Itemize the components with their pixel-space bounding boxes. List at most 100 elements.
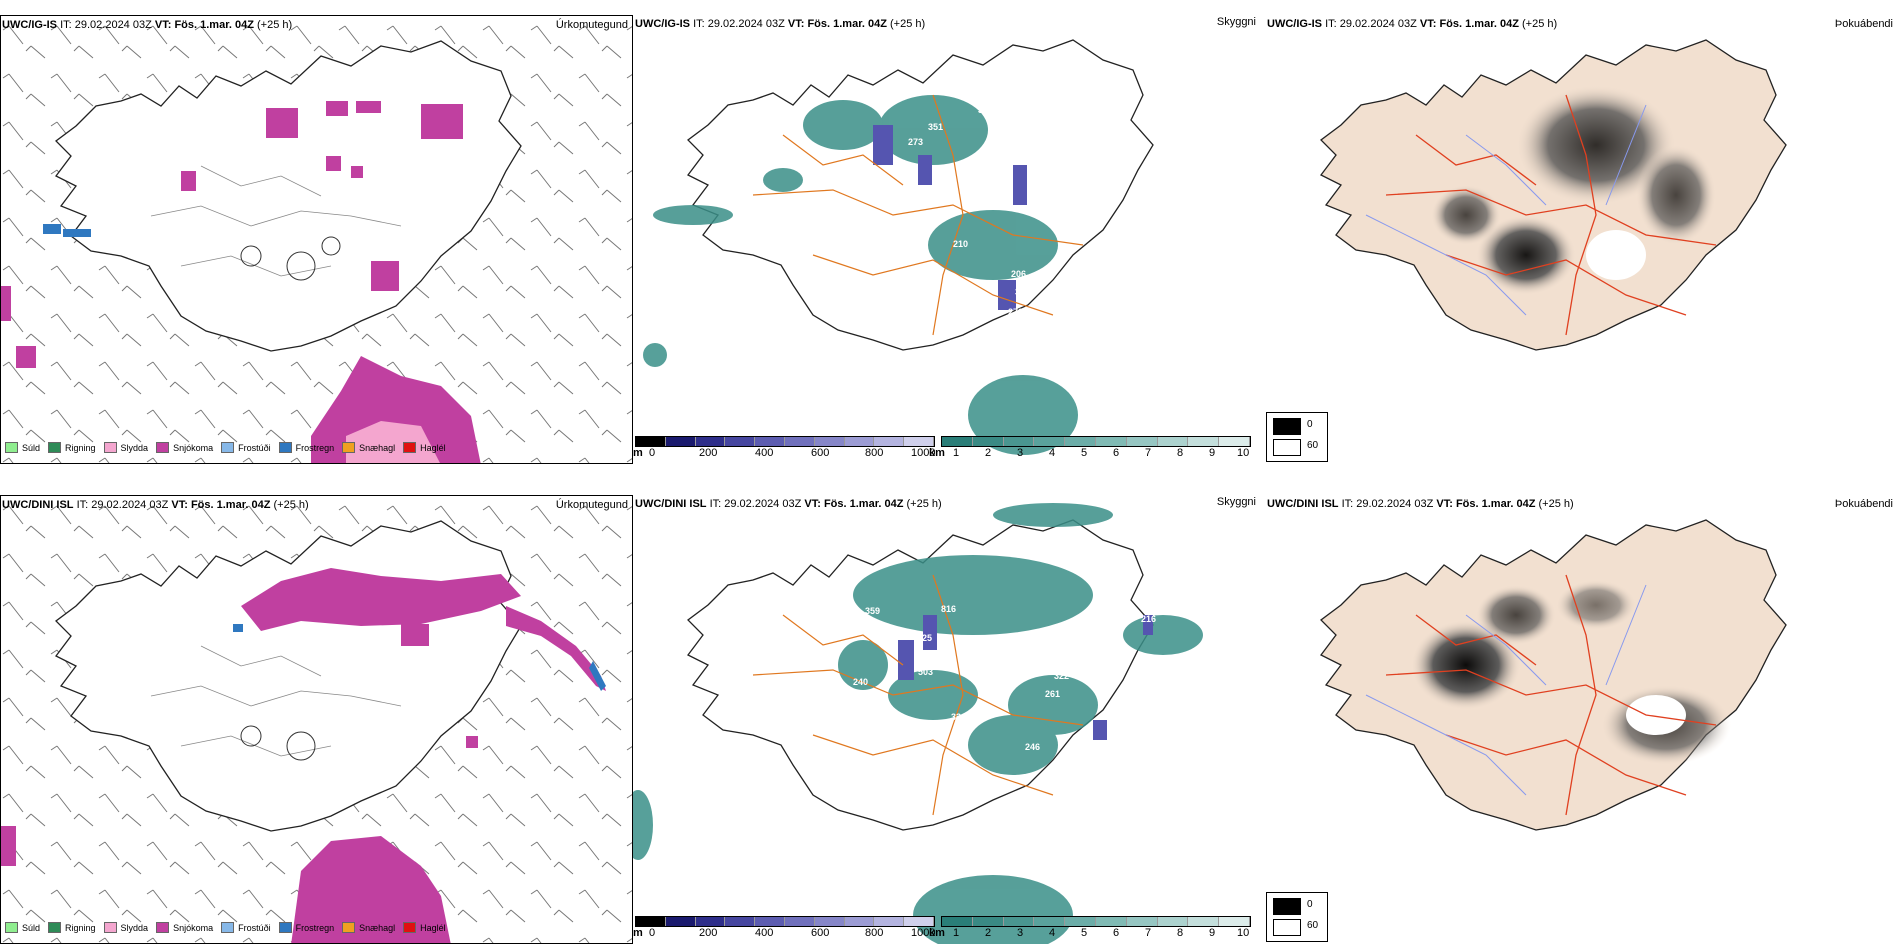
panel-title: Úrkomutegund bbox=[555, 499, 628, 511]
visibility-labels: 351 385 273 225 300 436 566 210 169 206 … bbox=[811, 105, 1130, 342]
legend-item: Súld bbox=[5, 922, 40, 933]
visibility-ticks: km 1 2 3 4 5 6 7 8 9 10 bbox=[929, 447, 1250, 459]
svg-text:385: 385 bbox=[978, 105, 993, 115]
svg-text:847: 847 bbox=[833, 619, 848, 629]
fog-legend: 0 60 bbox=[1266, 412, 1328, 462]
legend-swatch bbox=[156, 922, 170, 933]
legend-item: Frostúði bbox=[221, 442, 271, 453]
legend-swatch bbox=[103, 442, 117, 453]
legend-item: Slydda bbox=[103, 442, 148, 453]
precip-map-dini bbox=[1, 496, 632, 943]
visibility-scale: km 1 2 3 4 5 6 7 8 9 10 bbox=[929, 916, 1251, 941]
svg-text:322: 322 bbox=[1054, 671, 1069, 681]
panel-header: UWC/DINI ISL IT: 29.02.2024 03Z VT: Fös.… bbox=[635, 498, 942, 510]
visibility-colorbar bbox=[941, 436, 1251, 447]
ceiling-scale: m 0 200 400 600 800 1000 bbox=[633, 916, 936, 941]
visibility-ticks: km 1 2 3 4 5 6 7 8 9 10 bbox=[929, 927, 1250, 939]
precip-legend: Súld Rigning Slydda Snjókoma Frostúði Fr… bbox=[5, 442, 446, 453]
svg-text:325: 325 bbox=[917, 633, 932, 643]
ceiling-scale: m 0 200 400 600 800 1000 bbox=[633, 436, 936, 461]
panel-title: Þokuábendi bbox=[1834, 18, 1893, 30]
visibility-scale: km 1 2 3 4 5 6 7 8 9 10 bbox=[929, 436, 1251, 461]
frostregn-area bbox=[43, 224, 61, 234]
svg-text:373: 373 bbox=[1015, 287, 1030, 297]
svg-text:387: 387 bbox=[1043, 649, 1058, 659]
legend-swatch bbox=[221, 442, 235, 453]
ceiling-areas bbox=[898, 615, 1153, 740]
fog-legend-low-swatch bbox=[1273, 919, 1301, 936]
fog-legend-low-swatch bbox=[1273, 439, 1301, 456]
legend-item: Súld bbox=[5, 442, 40, 453]
legend-item: Snjókoma bbox=[156, 442, 213, 453]
legend-item: Rigning bbox=[48, 922, 96, 933]
panel-title: Úrkomutegund bbox=[555, 19, 628, 31]
panel-header: UWC/IG-IS IT: 29.02.2024 03Z VT: Fös. 1.… bbox=[635, 18, 926, 30]
panel-header: UWC/IG-IS IT: 29.02.2024 03Z VT: Fös. 1.… bbox=[1267, 18, 1558, 30]
legend-item: Slydda bbox=[103, 922, 148, 933]
svg-text:334: 334 bbox=[951, 712, 966, 722]
legend-item: Frostregn bbox=[278, 442, 334, 453]
cloud-areas bbox=[643, 95, 1078, 455]
svg-text:261: 261 bbox=[1045, 689, 1060, 699]
fog-legend-high-swatch bbox=[1273, 418, 1301, 435]
panel-title: Skyggni bbox=[1216, 496, 1256, 508]
svg-text:185: 185 bbox=[1111, 739, 1126, 749]
ceiling-ticks: m 0 200 400 600 800 1000 bbox=[633, 927, 936, 939]
fog-panel-dini: UWC/DINI ISL IT: 29.02.2024 03Z VT: Fös.… bbox=[1266, 495, 1899, 944]
svg-text:264: 264 bbox=[835, 697, 850, 707]
panel-title: Þokuábendi bbox=[1834, 498, 1893, 510]
svg-text:225: 225 bbox=[963, 165, 978, 175]
panel-title: Skyggni bbox=[1216, 16, 1256, 28]
svg-text:273: 273 bbox=[908, 137, 923, 147]
visibility-colorbar bbox=[941, 916, 1251, 927]
svg-text:248: 248 bbox=[1053, 307, 1068, 317]
legend-item: Snjókoma bbox=[156, 922, 213, 933]
svg-text:503: 503 bbox=[918, 667, 933, 677]
ceiling-ticks: m 0 200 400 600 800 1000 bbox=[633, 447, 936, 459]
fog-map-igis bbox=[1320, 39, 1787, 351]
legend-swatch bbox=[403, 442, 417, 453]
visibility-map-dini: 359 816 847 325 573 503 387 322 261 216 … bbox=[633, 503, 1203, 944]
precip-panel-igis: UWC/IG-IS IT: 29.02.2024 03Z VT: Fös. 1.… bbox=[0, 15, 633, 464]
legend-swatch bbox=[342, 922, 356, 933]
svg-text:211: 211 bbox=[1088, 157, 1103, 167]
legend-item: Haglél bbox=[403, 922, 446, 933]
svg-text:247: 247 bbox=[830, 719, 845, 729]
legend-swatch bbox=[278, 922, 292, 933]
legend-swatch bbox=[156, 442, 170, 453]
fog-map-dini bbox=[1320, 519, 1787, 831]
legend-swatch bbox=[48, 442, 62, 453]
fog-panel-igis: UWC/IG-IS IT: 29.02.2024 03Z VT: Fös. 1.… bbox=[1266, 15, 1899, 464]
legend-swatch bbox=[342, 442, 356, 453]
visibility-panel-dini: 359 816 847 325 573 503 387 322 261 216 … bbox=[633, 495, 1266, 944]
ceiling-areas bbox=[873, 125, 1027, 310]
precip-panel-dini: UWC/DINI ISL IT: 29.02.2024 03Z VT: Fös.… bbox=[0, 495, 633, 944]
svg-text:210: 210 bbox=[953, 239, 968, 249]
fog-legend-high-label: 0 bbox=[1307, 419, 1313, 430]
svg-text:573: 573 bbox=[933, 653, 948, 663]
svg-text:270: 270 bbox=[1008, 307, 1023, 317]
fog-legend: 0 60 bbox=[1266, 892, 1328, 942]
svg-text:169: 169 bbox=[1115, 265, 1130, 275]
svg-text:300: 300 bbox=[1048, 167, 1063, 177]
legend-swatch bbox=[278, 442, 292, 453]
fog-legend-low-label: 60 bbox=[1307, 920, 1319, 931]
legend-swatch bbox=[48, 922, 62, 933]
svg-text:246: 246 bbox=[1025, 742, 1040, 752]
legend-item: Snæhagl bbox=[342, 922, 395, 933]
fog-legend-high-label: 0 bbox=[1307, 899, 1313, 910]
svg-text:108: 108 bbox=[1058, 332, 1073, 342]
svg-text:436: 436 bbox=[1078, 175, 1093, 185]
svg-text:359: 359 bbox=[865, 606, 880, 616]
visibility-panel-igis: 351 385 273 225 300 436 566 210 169 206 … bbox=[633, 15, 1266, 464]
panel-header: UWC/DINI ISL IT: 29.02.2024 03Z VT: Fös.… bbox=[1267, 498, 1574, 510]
snow-areas bbox=[1, 568, 606, 943]
legend-swatch bbox=[5, 922, 18, 933]
panel-header: UWC/DINI ISL IT: 29.02.2024 03Z VT: Fös.… bbox=[2, 499, 309, 511]
ceiling-colorbar bbox=[635, 916, 935, 927]
svg-text:216: 216 bbox=[1141, 614, 1156, 624]
panel-header: UWC/IG-IS IT: 29.02.2024 03Z VT: Fös. 1.… bbox=[2, 19, 293, 31]
legend-item: Frostregn bbox=[278, 922, 334, 933]
precip-legend: Súld Rigning Slydda Snjókoma Frostúði Fr… bbox=[5, 922, 446, 933]
precip-map-igis bbox=[1, 16, 632, 463]
